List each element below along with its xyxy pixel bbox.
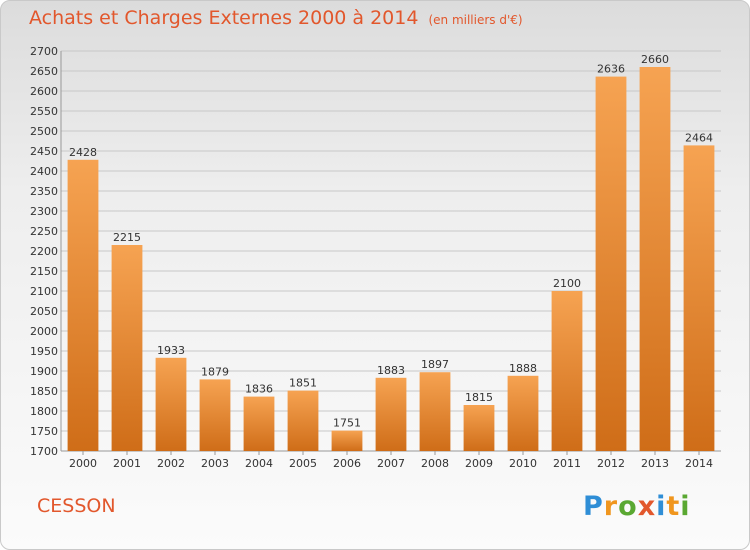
data-label: 2428 (69, 146, 97, 159)
data-label: 2215 (113, 231, 141, 244)
y-tick-label: 2400 (30, 165, 58, 178)
bar (419, 372, 451, 451)
title-unit: (en milliers d'€) (428, 13, 523, 27)
y-tick-label: 2350 (30, 185, 58, 198)
y-tick-label: 1700 (30, 445, 58, 458)
bar (243, 396, 275, 451)
data-label: 2464 (685, 131, 713, 144)
bar (375, 377, 407, 451)
logo-letter: i (680, 491, 691, 522)
x-tick-label: 2006 (333, 457, 361, 470)
bar (331, 430, 363, 451)
data-label: 1883 (377, 364, 405, 377)
y-tick-label: 1750 (30, 425, 58, 438)
y-tick-label: 2650 (30, 65, 58, 78)
y-tick-label: 2500 (30, 125, 58, 138)
data-label: 2660 (641, 53, 669, 66)
logo-letter: x (637, 491, 657, 522)
city-name: CESSON (37, 495, 116, 517)
bar (287, 390, 319, 451)
x-tick-label: 2002 (157, 457, 185, 470)
logo-letter: P (583, 491, 604, 522)
y-tick-label: 2550 (30, 105, 58, 118)
x-tick-label: 2014 (685, 457, 713, 470)
y-tick-label: 2050 (30, 305, 58, 318)
y-tick-label: 2100 (30, 285, 58, 298)
logo-letter: o (618, 491, 638, 522)
bar (639, 67, 671, 451)
y-tick-label: 2300 (30, 205, 58, 218)
data-label: 1751 (333, 417, 361, 430)
chart-title: Achats et Charges Externes 2000 à 2014 (e… (29, 7, 523, 29)
logo-letter: r (603, 491, 619, 522)
y-tick-label: 1850 (30, 385, 58, 398)
y-tick-label: 2000 (30, 325, 58, 338)
title-text: Achats et Charges Externes 2000 à 2014 (29, 7, 419, 29)
data-label: 1851 (289, 377, 317, 390)
y-tick-label: 2450 (30, 145, 58, 158)
x-tick-label: 2009 (465, 457, 493, 470)
y-tick-label: 2150 (30, 265, 58, 278)
bar (551, 291, 583, 451)
x-tick-label: 2013 (641, 457, 669, 470)
data-label: 1897 (421, 358, 449, 371)
x-tick-label: 2005 (289, 457, 317, 470)
y-tick-label: 2700 (30, 45, 58, 58)
y-tick-label: 2600 (30, 85, 58, 98)
bar (111, 245, 143, 451)
y-tick-label: 1950 (30, 345, 58, 358)
x-tick-label: 2008 (421, 457, 449, 470)
bar (155, 357, 187, 451)
data-label: 2636 (597, 63, 625, 76)
data-label: 1815 (465, 391, 493, 404)
x-tick-label: 2003 (201, 457, 229, 470)
bar (683, 145, 715, 451)
x-tick-label: 2011 (553, 457, 581, 470)
bar (463, 405, 495, 451)
proxiti-logo: Proxiti (583, 491, 691, 522)
bar (67, 159, 99, 452)
bar (199, 379, 231, 451)
data-label: 2100 (553, 277, 581, 290)
x-tick-label: 2000 (69, 457, 97, 470)
data-label: 1879 (201, 365, 229, 378)
logo-letter: t (666, 491, 681, 522)
x-tick-label: 2001 (113, 457, 141, 470)
data-label: 1888 (509, 362, 537, 375)
x-tick-label: 2010 (509, 457, 537, 470)
bar (507, 375, 539, 451)
x-tick-label: 2007 (377, 457, 405, 470)
y-tick-label: 2250 (30, 225, 58, 238)
logo-letter: i (656, 491, 667, 522)
y-tick-label: 1900 (30, 365, 58, 378)
data-label: 1836 (245, 383, 273, 396)
x-tick-label: 2012 (597, 457, 625, 470)
y-tick-label: 2200 (30, 245, 58, 258)
x-tick-label: 2004 (245, 457, 273, 470)
bar (595, 76, 627, 451)
y-tick-label: 1800 (30, 405, 58, 418)
data-label: 1933 (157, 344, 185, 357)
